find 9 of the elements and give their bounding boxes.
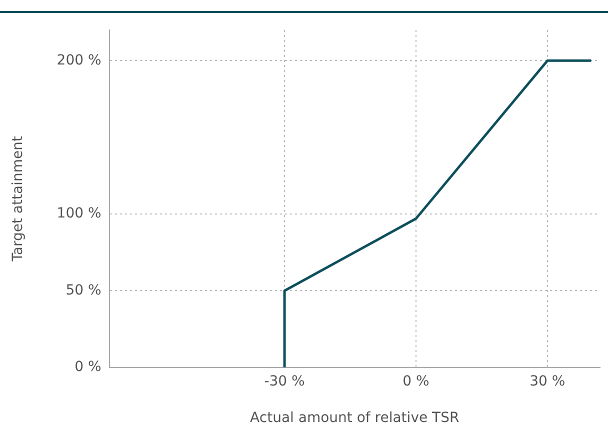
x-tick-label: -30 %: [264, 373, 305, 390]
y-axis-title: Target attainment: [10, 136, 26, 262]
x-axis-title: Actual amount of relative TSR: [250, 410, 460, 426]
y-tick-label: 200 %: [56, 52, 102, 68]
x-tick-label: 0 %: [402, 373, 430, 390]
y-tick-label: 50 %: [66, 282, 102, 298]
x-tick-label: 30 %: [530, 373, 566, 390]
y-tick-label: 100 %: [56, 206, 102, 222]
y-tick-label: 0 %: [74, 359, 102, 376]
